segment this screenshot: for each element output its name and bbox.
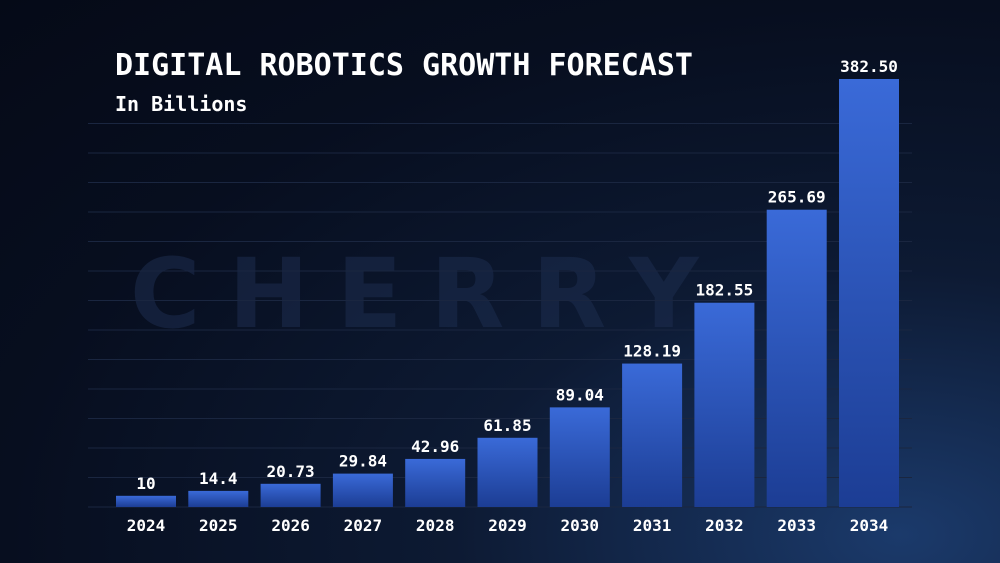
bar-2024 bbox=[116, 495, 176, 507]
x-tick-2030: 2030 bbox=[561, 516, 600, 535]
value-label-2027: 29.84 bbox=[339, 452, 387, 471]
bar-2029 bbox=[477, 437, 538, 507]
value-label-2029: 61.85 bbox=[483, 416, 531, 435]
value-label-2024: 10 bbox=[136, 474, 155, 493]
x-tick-2028: 2028 bbox=[416, 516, 455, 535]
x-tick-2024: 2024 bbox=[127, 516, 166, 535]
x-tick-2032: 2032 bbox=[705, 516, 744, 535]
bars bbox=[116, 79, 899, 507]
bar-2025 bbox=[188, 490, 249, 507]
x-tick-2034: 2034 bbox=[850, 516, 889, 535]
x-tick-2027: 2027 bbox=[344, 516, 383, 535]
x-tick-2029: 2029 bbox=[488, 516, 527, 535]
x-axis-ticks: 2024 2025 2026 2027 2028 2029 2030 2031 2032 2033… bbox=[127, 516, 889, 535]
value-label-2034: 382.50 bbox=[840, 57, 898, 76]
value-label-2032: 182.55 bbox=[696, 281, 754, 300]
bar-2032 bbox=[694, 302, 755, 507]
value-labels: 10 14.4 20.73 29.84 42.96 61.85 89.04 128.19 182… bbox=[136, 57, 898, 493]
x-tick-2031: 2031 bbox=[633, 516, 672, 535]
chart-subtitle: In Billions bbox=[115, 92, 248, 116]
bar-2027 bbox=[332, 473, 393, 507]
chart-title: DIGITAL ROBOTICS GROWTH FORECAST bbox=[115, 48, 693, 83]
value-label-2030: 89.04 bbox=[556, 385, 604, 404]
x-tick-2025: 2025 bbox=[199, 516, 238, 535]
value-label-2033: 265.69 bbox=[768, 188, 826, 207]
bar-2028 bbox=[405, 458, 466, 507]
bar-2030 bbox=[549, 407, 610, 507]
value-label-2025: 14.4 bbox=[199, 469, 238, 488]
value-label-2031: 128.19 bbox=[623, 342, 681, 361]
bar-2026 bbox=[260, 483, 321, 507]
watermark-logo: CHERRY bbox=[130, 238, 727, 350]
value-label-2026: 20.73 bbox=[267, 462, 315, 481]
bar-2034 bbox=[839, 79, 899, 507]
value-label-2028: 42.96 bbox=[411, 437, 459, 456]
bar-2031 bbox=[622, 363, 683, 507]
x-tick-2033: 2033 bbox=[777, 516, 816, 535]
x-tick-2026: 2026 bbox=[271, 516, 310, 535]
bar-2033 bbox=[766, 209, 827, 507]
